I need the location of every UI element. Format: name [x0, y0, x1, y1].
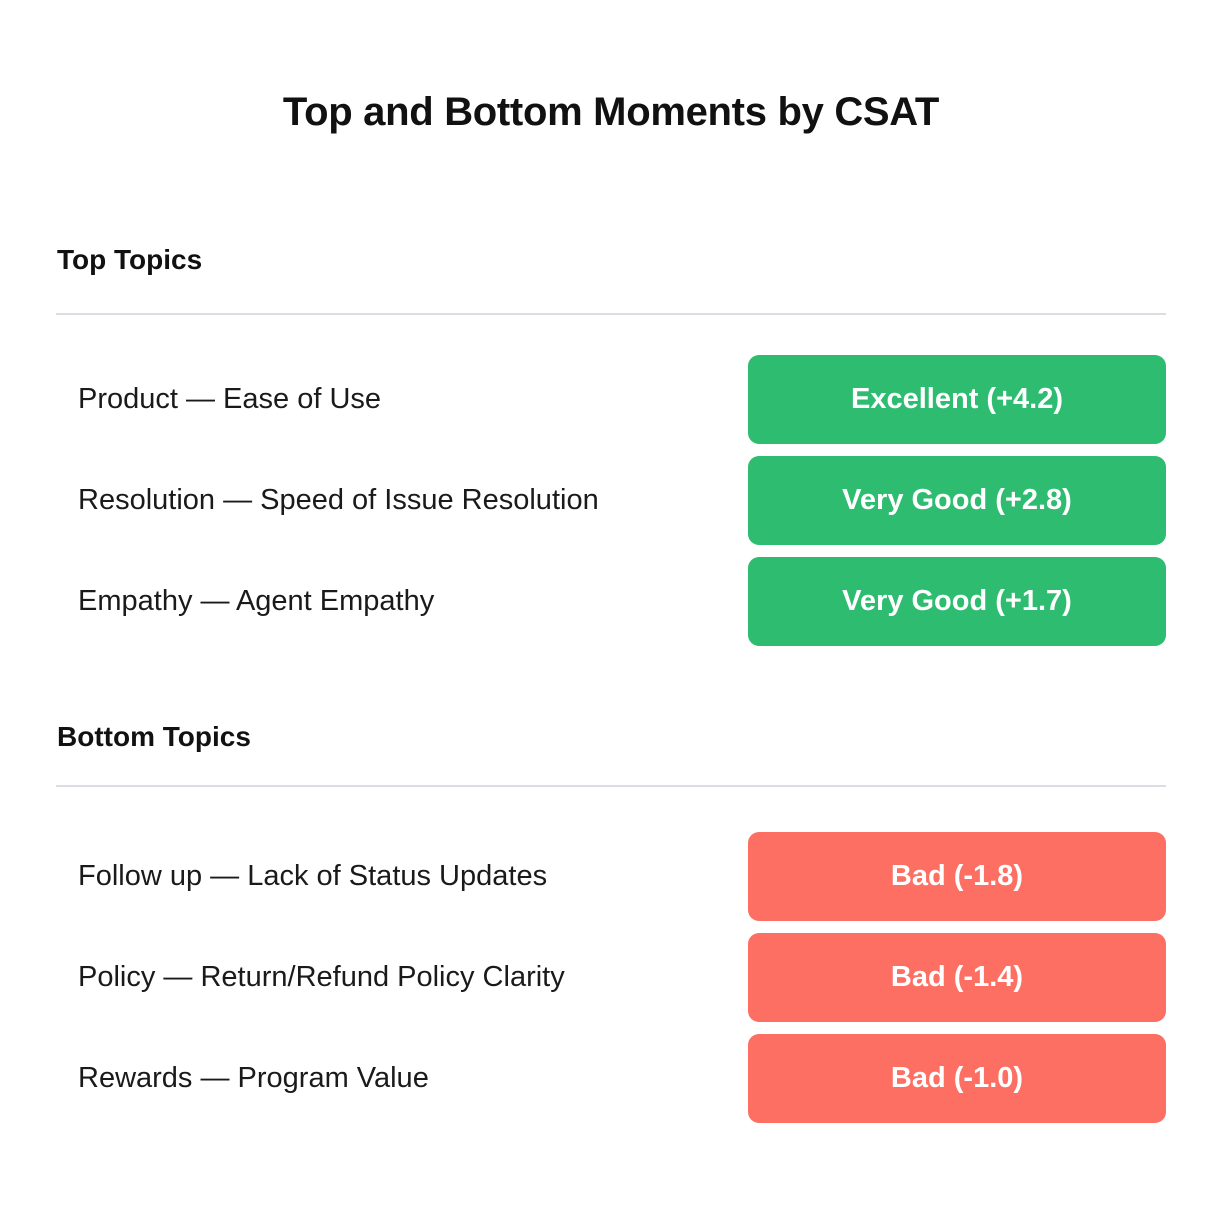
rating-badge: Very Good (+2.8): [748, 456, 1166, 545]
topic-label: Rewards — Program Value: [78, 1062, 429, 1094]
rating-badge: Very Good (+1.7): [748, 557, 1166, 646]
top-topic-row: Empathy — Agent Empathy Very Good (+1.7): [56, 557, 1166, 646]
rating-badge: Bad (-1.8): [748, 832, 1166, 921]
page-title: Top and Bottom Moments by CSAT: [282, 90, 940, 134]
topic-label: Policy — Return/Refund Policy Clarity: [78, 961, 565, 993]
top-topics-heading: Top Topics: [57, 244, 203, 275]
bottom-topics-divider: [56, 785, 1166, 787]
topic-label: Empathy — Agent Empathy: [78, 585, 435, 617]
topic-label: Product — Ease of Use: [78, 383, 382, 415]
topic-label: Follow up — Lack of Status Updates: [78, 860, 548, 892]
top-topics-divider: [56, 313, 1166, 315]
rating-badge: Excellent (+4.2): [748, 355, 1166, 444]
bottom-topic-row: Rewards — Program Value Bad (-1.0): [56, 1034, 1166, 1123]
rating-badge: Bad (-1.0): [748, 1034, 1166, 1123]
bottom-topics-heading: Bottom Topics: [57, 721, 251, 752]
top-topic-row: Resolution — Speed of Issue Resolution V…: [56, 456, 1166, 545]
top-topic-row: Product — Ease of Use Excellent (+4.2): [56, 355, 1166, 444]
topic-label: Resolution — Speed of Issue Resolution: [78, 484, 599, 516]
bottom-topic-row: Follow up — Lack of Status Updates Bad (…: [56, 832, 1166, 921]
bottom-topic-row: Policy — Return/Refund Policy Clarity Ba…: [56, 933, 1166, 1022]
rating-badge: Bad (-1.4): [748, 933, 1166, 1022]
